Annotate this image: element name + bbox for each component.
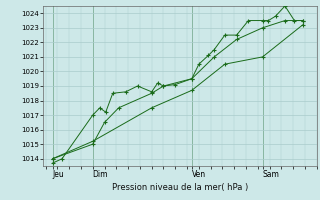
X-axis label: Pression niveau de la mer( hPa ): Pression niveau de la mer( hPa ) <box>112 183 248 192</box>
